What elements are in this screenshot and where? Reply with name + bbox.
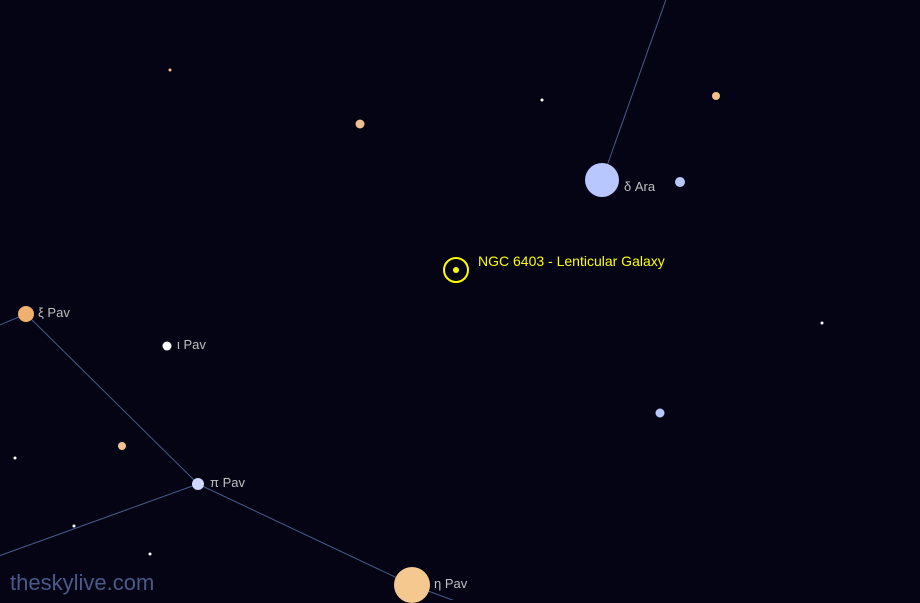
star-unnamed-tiny-bl — [73, 525, 76, 528]
target-label: NGC 6403 - Lenticular Galaxy — [478, 253, 665, 269]
star-unnamed-orange-ll — [118, 442, 126, 450]
star-unnamed-orange-tr — [712, 92, 720, 100]
star-label-iota-pav: ι Pav — [177, 337, 206, 352]
constellation-line — [198, 484, 412, 585]
star-label-eta-pav: η Pav — [434, 576, 467, 591]
watermark: theskylive.com — [10, 570, 154, 596]
target-dot — [453, 267, 459, 273]
star-unnamed-tiny-tl — [169, 69, 172, 72]
star-label-delta-ara: δ Ara — [624, 179, 655, 194]
star-eta-pav — [394, 567, 430, 603]
star-pi-pav — [192, 478, 204, 490]
star-unnamed-blue-small — [675, 177, 685, 187]
constellation-lines — [0, 0, 920, 600]
star-label-pi-pav: π Pav — [210, 475, 245, 490]
star-delta-ara — [585, 163, 619, 197]
star-xi-pav — [18, 306, 34, 322]
star-unnamed-blue-r — [656, 409, 665, 418]
star-unnamed-orange-mid — [356, 120, 365, 129]
constellation-line — [26, 314, 198, 484]
constellation-line — [0, 484, 198, 570]
star-iota-pav — [163, 342, 172, 351]
star-unnamed-tiny-r — [821, 322, 824, 325]
star-unnamed-tiny-top — [541, 99, 544, 102]
star-unnamed-tiny-bl2 — [149, 553, 152, 556]
star-label-xi-pav: ξ Pav — [38, 305, 70, 320]
star-unnamed-tiny-left — [14, 457, 17, 460]
constellation-line — [602, 0, 680, 180]
